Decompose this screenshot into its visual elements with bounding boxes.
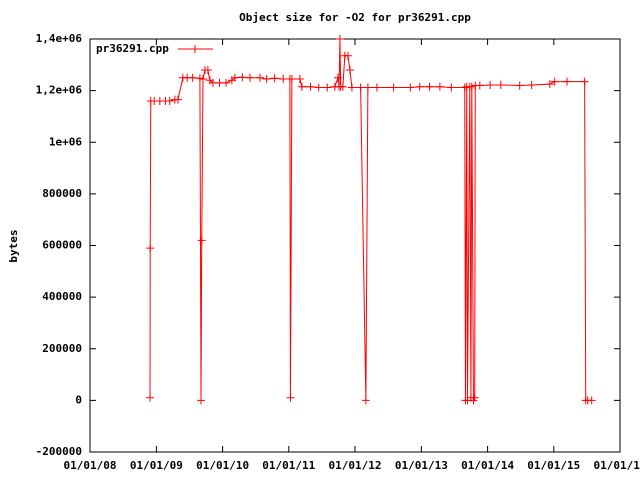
- point-marker: [372, 83, 381, 92]
- point-marker: [146, 244, 155, 253]
- point-marker: [470, 393, 479, 402]
- point-marker: [515, 81, 524, 90]
- x-tick-label: 01/01/13: [395, 459, 448, 472]
- point-marker: [230, 73, 239, 82]
- point-marker: [173, 95, 182, 104]
- point-marker: [527, 80, 536, 89]
- point-marker: [297, 82, 306, 91]
- point-marker: [295, 75, 304, 84]
- x-tick-label: 01/01/10: [196, 459, 249, 472]
- point-marker: [286, 393, 295, 402]
- y-tick-label: 600000: [42, 239, 82, 252]
- point-marker: [563, 77, 572, 86]
- point-marker: [435, 82, 444, 91]
- point-marker: [347, 83, 356, 92]
- x-tick-label: 01/01/09: [130, 459, 183, 472]
- point-marker: [356, 83, 365, 92]
- chart-title: Object size for -O2 for pr36291.cpp: [239, 11, 471, 24]
- point-marker: [197, 236, 206, 245]
- y-tick-label: 1,4e+06: [36, 32, 83, 45]
- point-marker: [447, 83, 456, 92]
- point-marker: [389, 83, 398, 92]
- point-marker: [467, 82, 476, 91]
- y-tick-label: 1e+06: [49, 135, 82, 148]
- x-tick-label: 01/01/11: [262, 459, 315, 472]
- point-marker: [545, 80, 554, 89]
- point-marker: [550, 77, 559, 86]
- point-marker: [343, 51, 352, 60]
- point-marker: [406, 83, 415, 92]
- point-marker: [486, 80, 495, 89]
- point-marker: [587, 396, 596, 405]
- point-marker: [262, 75, 271, 84]
- point-marker: [475, 81, 484, 90]
- point-marker: [425, 82, 434, 91]
- point-marker: [197, 396, 206, 405]
- y-axis-label: bytes: [7, 229, 20, 262]
- y-tick-label: 800000: [42, 187, 82, 200]
- point-marker: [496, 80, 505, 89]
- point-marker: [361, 396, 370, 405]
- x-tick-label: 01/01/14: [461, 459, 514, 472]
- y-tick-label: 0: [75, 393, 82, 406]
- point-marker: [255, 73, 264, 82]
- point-marker: [306, 82, 315, 91]
- point-marker: [338, 82, 347, 91]
- point-marker: [165, 96, 174, 105]
- point-marker: [238, 73, 247, 82]
- point-marker: [245, 73, 254, 82]
- y-tick-label: -200000: [36, 445, 82, 458]
- point-marker: [146, 393, 155, 402]
- x-tick-label: 01/01/15: [527, 459, 580, 472]
- y-tick-label: 200000: [42, 342, 82, 355]
- point-marker: [345, 65, 354, 74]
- legend-label: pr36291.cpp: [96, 42, 169, 55]
- y-tick-label: 1,2e+06: [36, 84, 83, 97]
- point-marker: [188, 73, 197, 82]
- point-marker: [287, 75, 296, 84]
- legend-swatch: [178, 45, 213, 53]
- point-marker: [333, 73, 342, 82]
- point-marker: [335, 35, 344, 43]
- point-marker: [222, 78, 231, 87]
- point-marker: [580, 77, 589, 86]
- x-tick-label: 01/01/12: [329, 459, 382, 472]
- point-marker: [323, 83, 332, 92]
- x-tick-label: 01/01/08: [64, 459, 117, 472]
- point-marker: [460, 83, 469, 92]
- point-marker: [363, 83, 372, 92]
- point-marker: [203, 65, 212, 74]
- point-marker: [415, 82, 424, 91]
- point-marker: [199, 75, 208, 84]
- y-tick-label: 400000: [42, 290, 82, 303]
- point-marker: [279, 75, 288, 84]
- x-tick-label: 01/01/16: [594, 459, 640, 472]
- point-marker: [314, 83, 323, 92]
- point-marker: [270, 74, 279, 83]
